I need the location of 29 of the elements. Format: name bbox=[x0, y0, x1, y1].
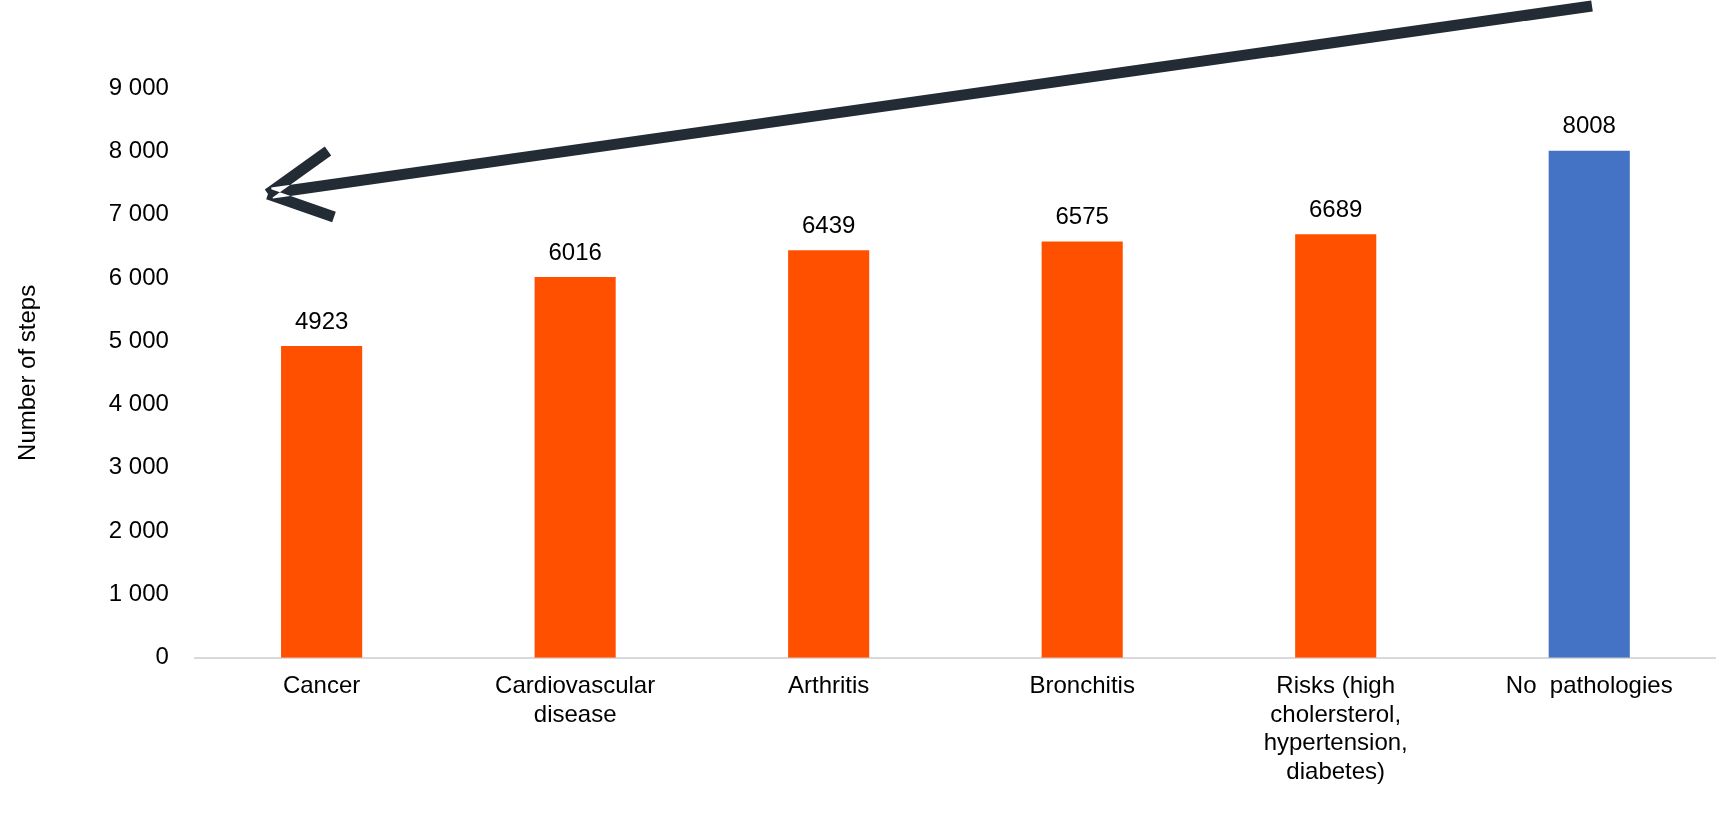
y-tick-label: 8 000 bbox=[108, 135, 169, 163]
bar bbox=[1041, 241, 1123, 658]
y-tick-label: 2 000 bbox=[108, 515, 169, 543]
data-label: 4923 bbox=[294, 306, 349, 334]
bar bbox=[788, 250, 870, 658]
y-tick-label: 1 000 bbox=[108, 579, 169, 607]
x-tick-label: Cancer bbox=[282, 670, 361, 698]
x-tick-label: Cardiovascular disease bbox=[495, 670, 656, 727]
y-tick-label: 3 000 bbox=[108, 452, 169, 480]
data-label: 6689 bbox=[1309, 194, 1363, 222]
bar bbox=[281, 346, 363, 658]
x-tick-label: Bronchitis bbox=[1029, 670, 1135, 698]
y-tick-label: 6 000 bbox=[108, 262, 169, 290]
y-axis-title: Number of steps bbox=[13, 284, 41, 461]
x-tick-label: Arthritis bbox=[788, 670, 870, 698]
bar bbox=[1548, 150, 1630, 658]
y-tick-label: 4 000 bbox=[108, 389, 169, 417]
data-label: 6575 bbox=[1055, 202, 1109, 230]
y-tick-label: 9 000 bbox=[108, 72, 169, 100]
y-tick-label: 7 000 bbox=[108, 199, 169, 227]
y-tick-label: 0 bbox=[155, 642, 169, 670]
data-label: 8008 bbox=[1562, 111, 1616, 139]
bar bbox=[1295, 234, 1377, 658]
bar bbox=[534, 276, 616, 658]
data-label: 6439 bbox=[801, 210, 856, 238]
y-tick-label: 5 000 bbox=[108, 325, 169, 353]
x-tick-label: No pathologies bbox=[1505, 670, 1673, 698]
data-label: 6016 bbox=[548, 237, 602, 265]
x-tick-label: Risks (high cholersterol, hypertension, diabetes) bbox=[1263, 670, 1408, 785]
